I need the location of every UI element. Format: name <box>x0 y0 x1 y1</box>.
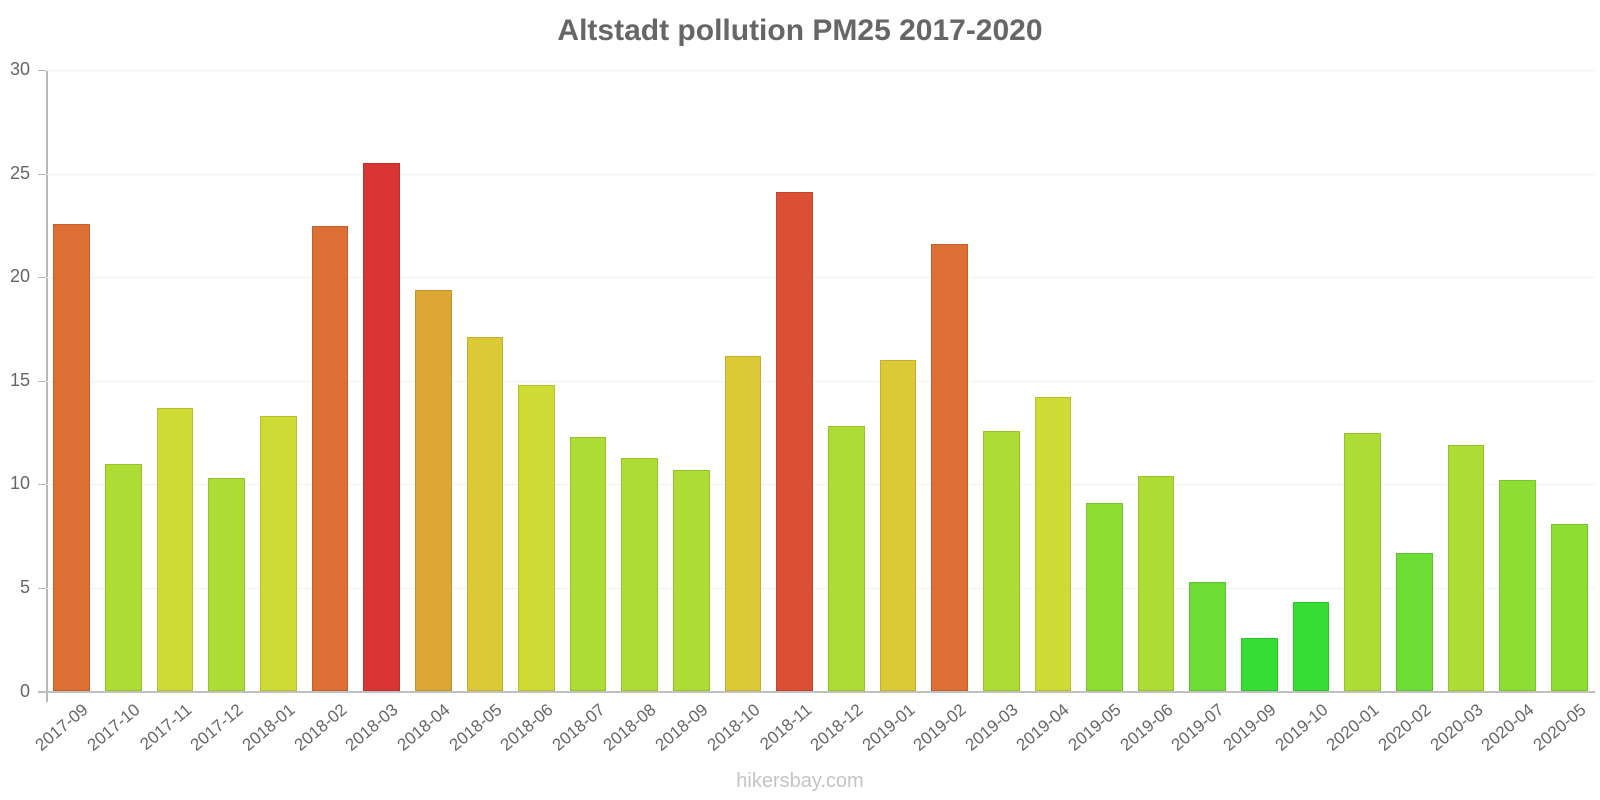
bar-2018-10[interactable] <box>724 356 762 692</box>
gridline <box>46 484 1595 485</box>
y-tick-label: 20 <box>9 266 30 286</box>
bar-2018-03[interactable] <box>363 163 400 692</box>
y-tick-mark <box>38 174 46 175</box>
x-tick-label: 2018-07 <box>548 700 609 755</box>
x-tick-label: 2017-09 <box>32 700 93 755</box>
y-tick-mark <box>38 692 46 693</box>
y-tick-label: 5 <box>19 577 30 597</box>
bar-2018-01[interactable] <box>260 416 297 692</box>
x-tick-label: 2019-02 <box>909 700 970 755</box>
bar-2019-06[interactable] <box>1137 476 1175 692</box>
x-tick-label: 2018-09 <box>651 700 712 755</box>
x-tick-label: 2018-01 <box>238 700 299 755</box>
y-tick-label: 25 <box>9 163 30 183</box>
y-tick-mark <box>38 381 46 382</box>
bar-2019-10[interactable] <box>1292 602 1330 692</box>
bar-2017-12[interactable] <box>208 478 246 692</box>
bar-2018-09[interactable] <box>673 469 710 692</box>
x-tick-label: 2017-10 <box>83 700 144 755</box>
gridline <box>46 381 1595 382</box>
x-tick-label: 2019-05 <box>1064 700 1125 755</box>
x-tick-label: 2018-04 <box>393 700 454 755</box>
bar-2018-12[interactable] <box>827 426 865 692</box>
bar-2020-05[interactable] <box>1550 523 1588 692</box>
x-tick-label: 2020-02 <box>1374 700 1435 755</box>
x-tick-label: 2018-05 <box>445 700 506 755</box>
y-tick-mark <box>38 588 46 589</box>
bar-2019-02[interactable] <box>931 244 968 692</box>
x-tick-label: 2019-07 <box>1167 700 1228 755</box>
bar-2018-05[interactable] <box>466 337 504 692</box>
x-tick-label: 2017-11 <box>136 700 196 754</box>
bar-2017-10[interactable] <box>105 463 142 692</box>
x-tick-label: 2019-04 <box>1013 700 1074 755</box>
bar-2020-02[interactable] <box>1395 552 1433 692</box>
bar-2018-11[interactable] <box>776 192 813 692</box>
bar-2019-05[interactable] <box>1086 503 1123 692</box>
bar-2018-07[interactable] <box>569 436 607 692</box>
gridline <box>46 588 1595 589</box>
y-tick-label: 10 <box>9 473 30 493</box>
y-tick-mark <box>38 277 46 278</box>
bar-2020-01[interactable] <box>1344 432 1381 692</box>
bar-2019-09[interactable] <box>1241 637 1278 692</box>
bar-2018-06[interactable] <box>518 385 555 692</box>
y-tick-label: 30 <box>9 59 30 79</box>
x-tick-label: 2018-12 <box>806 700 867 755</box>
y-tick-mark <box>38 70 46 71</box>
bar-2017-09[interactable] <box>53 223 91 692</box>
chart-title: Altstadt pollution PM25 2017-2020 <box>557 14 1043 47</box>
bar-2020-03[interactable] <box>1447 445 1485 692</box>
y-tick-mark <box>38 484 46 485</box>
x-tick-label: 2019-03 <box>961 700 1022 755</box>
x-tick-label: 2020-01 <box>1322 700 1383 755</box>
x-tick-label: 2019-06 <box>1116 700 1177 755</box>
x-tick-label: 2020-03 <box>1426 700 1487 755</box>
x-tick-label: 2018-11 <box>755 700 815 754</box>
gridline <box>46 174 1595 175</box>
y-axis-line <box>46 70 48 702</box>
x-tick-label: 2020-05 <box>1529 700 1590 755</box>
gridline <box>46 70 1595 71</box>
bar-2018-08[interactable] <box>621 457 659 692</box>
gridline <box>46 277 1595 278</box>
x-tick-label: 2019-09 <box>1219 700 1280 755</box>
x-tick-label: 2020-04 <box>1477 700 1538 755</box>
bar-2019-01[interactable] <box>879 360 917 692</box>
x-tick-label: 2018-02 <box>290 700 351 755</box>
bar-2018-02[interactable] <box>311 225 349 692</box>
x-tick-label: 2018-10 <box>703 700 764 755</box>
bar-2019-04[interactable] <box>1034 397 1072 692</box>
source-watermark: hikersbay.com <box>736 770 864 792</box>
x-tick-label: 2018-06 <box>496 700 557 755</box>
x-tick-label: 2017-12 <box>186 700 247 755</box>
bar-2019-03[interactable] <box>982 430 1020 692</box>
bar-2019-07[interactable] <box>1189 581 1227 692</box>
x-tick-label: 2018-08 <box>600 700 661 755</box>
bar-2018-04[interactable] <box>414 289 452 692</box>
y-tick-label: 0 <box>19 681 30 701</box>
x-tick-label: 2019-10 <box>1271 700 1332 755</box>
x-tick-label: 2018-03 <box>341 700 402 755</box>
bar-2020-04[interactable] <box>1499 480 1536 692</box>
x-tick-label: 2019-01 <box>858 700 919 755</box>
y-tick-label: 15 <box>9 370 30 390</box>
bar-2017-11[interactable] <box>156 407 194 692</box>
x-axis-line <box>38 691 1595 693</box>
